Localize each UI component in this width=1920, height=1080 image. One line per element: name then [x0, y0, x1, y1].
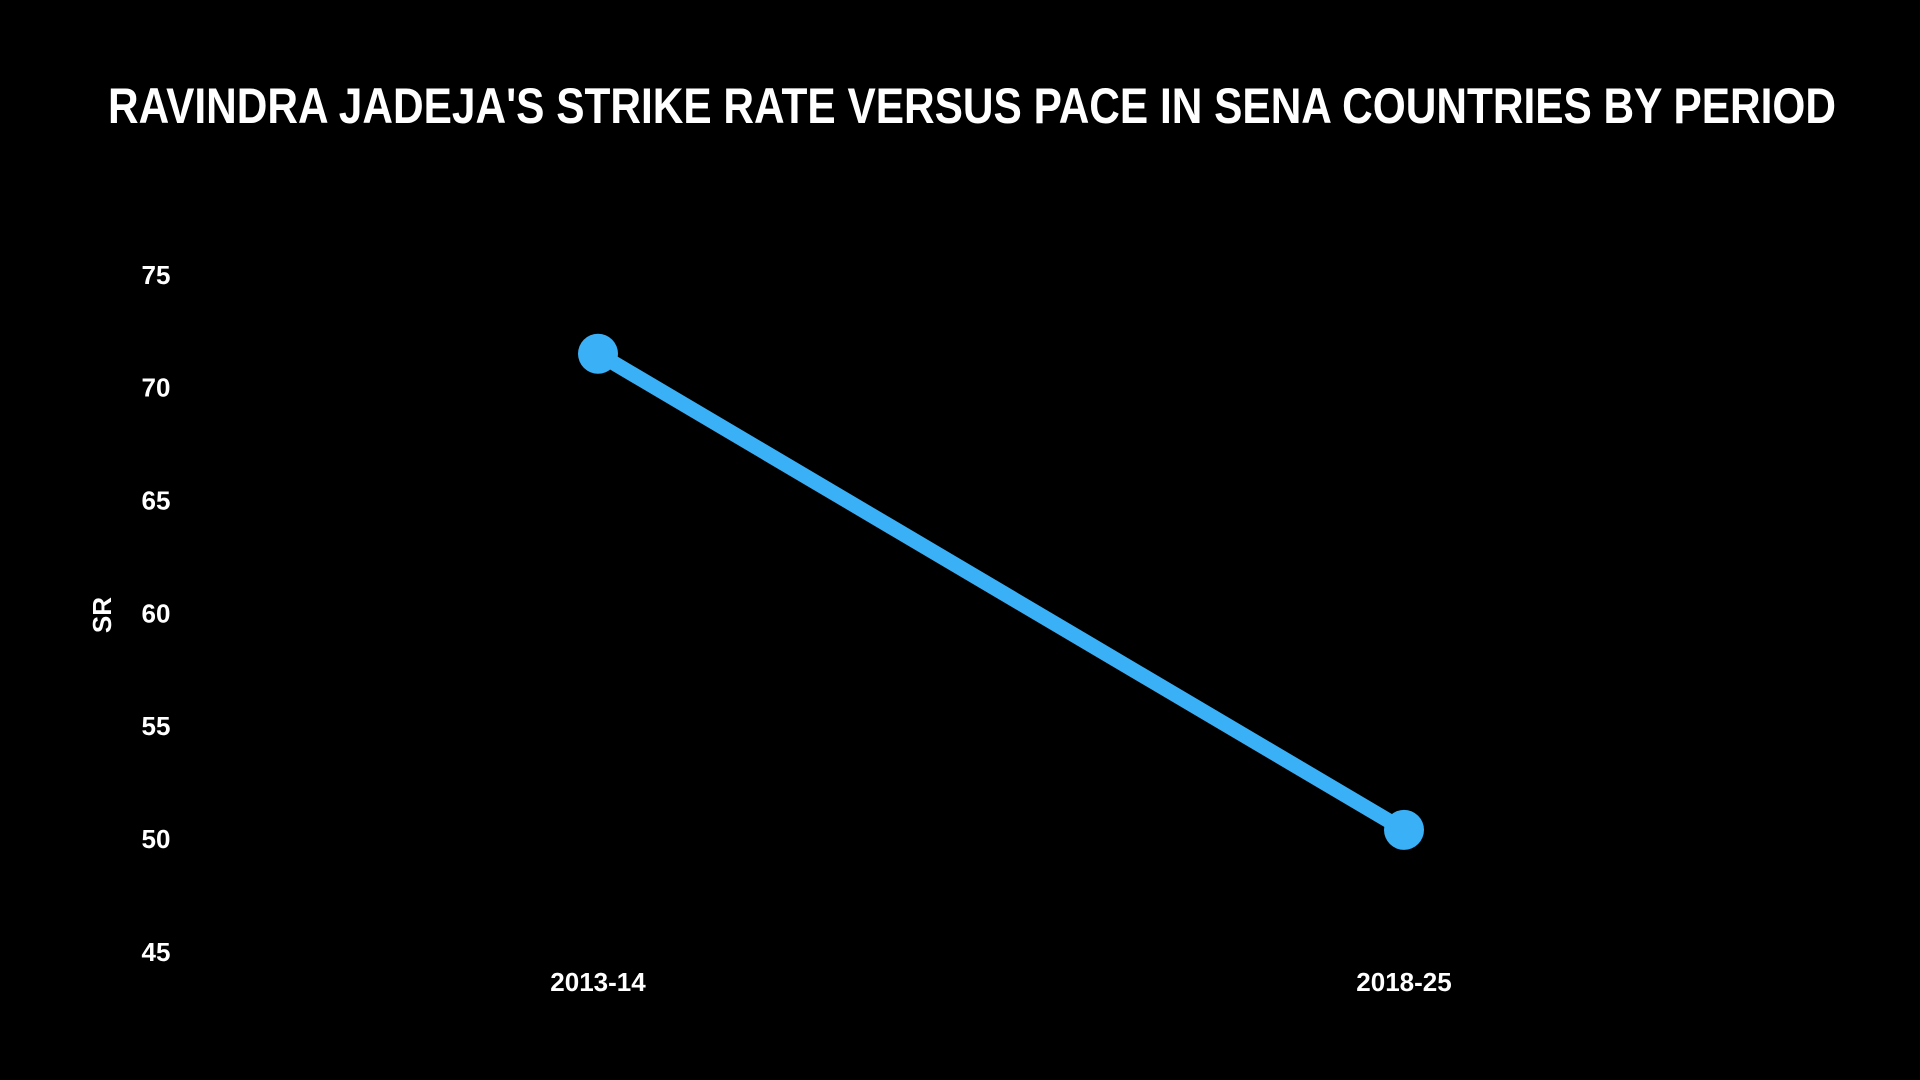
- y-tick-label: 60: [142, 598, 171, 628]
- series-line: [590, 346, 1412, 838]
- y-axis-label: SR: [87, 597, 117, 633]
- chart-title: RAVINDRA JADEJA'S STRIKE RATE VERSUS PAC…: [108, 78, 1836, 134]
- y-tick-label: 45: [142, 937, 171, 967]
- data-point: [578, 333, 618, 374]
- y-tick-label: 75: [142, 260, 171, 290]
- data-point: [1384, 809, 1424, 850]
- y-tick-label: 70: [142, 373, 171, 403]
- x-tick-label: 2018-25: [1356, 967, 1451, 997]
- y-tick-label: 65: [142, 486, 171, 516]
- y-tick-label: 50: [142, 824, 171, 854]
- x-tick-label: 2013-14: [550, 967, 646, 997]
- y-tick-label: 55: [142, 711, 171, 741]
